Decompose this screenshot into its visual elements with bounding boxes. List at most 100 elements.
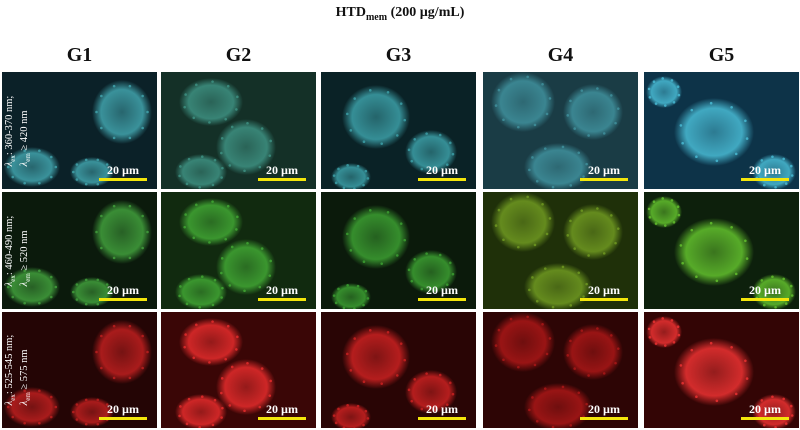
fluorescent-punctum [49, 275, 53, 279]
cell-fluorescence-image [4, 320, 152, 427]
cell [216, 239, 276, 295]
fluorescent-punctum [771, 395, 774, 399]
fluorescent-punctum [221, 406, 224, 410]
fluorescent-punctum [654, 222, 658, 225]
cell-fluorescence-image [4, 200, 152, 307]
fluorescent-punctum [602, 132, 606, 135]
fluorescent-punctum [577, 271, 581, 275]
cell [405, 370, 457, 414]
fluorescent-punctum [596, 207, 599, 210]
fluorescent-punctum [75, 283, 79, 286]
fluorescent-punctum [403, 238, 407, 242]
fluorescent-punctum [364, 409, 368, 413]
scale-bar-label: 20 µm [107, 163, 139, 177]
fluorescent-punctum [349, 249, 353, 252]
fluorescent-punctum [670, 79, 674, 82]
fluorescent-punctum [395, 374, 399, 377]
cell [175, 154, 227, 189]
fluorescent-punctum [179, 405, 182, 408]
fluorescent-punctum [337, 407, 340, 411]
fluorescent-punctum [395, 254, 399, 257]
fluorescent-punctum [75, 178, 79, 181]
fluorescent-punctum [445, 283, 449, 286]
fluorescent-punctum [407, 388, 411, 392]
scale-bar-line [99, 298, 147, 301]
fluorescent-punctum [647, 207, 651, 211]
scale-bar-line [99, 417, 147, 420]
scale-bar-label: 20 µm [426, 283, 458, 297]
cell-fluorescence-image [491, 72, 623, 189]
micrograph-red-g5: 20 µm [644, 312, 799, 428]
cell-fluorescence-image [175, 318, 276, 428]
fluorescent-punctum [548, 337, 552, 340]
fluorescent-punctum [582, 295, 585, 298]
fluorescent-punctum [23, 269, 26, 273]
fluorescent-punctum [220, 257, 224, 260]
fluorescent-punctum [763, 303, 766, 307]
fluorescent-punctum [72, 170, 75, 174]
fluorescent-punctum [744, 359, 747, 363]
fluorescent-punctum [268, 274, 272, 277]
scale-bar-line [741, 178, 789, 181]
fluorescent-punctum [790, 414, 794, 417]
fluorescent-punctum [434, 409, 437, 412]
fluorescent-punctum [425, 252, 428, 255]
cell-fluorescence-image [491, 192, 623, 309]
fluorescent-punctum [744, 239, 747, 243]
fluorescent-punctum [100, 214, 103, 218]
fluorescent-punctum [681, 381, 684, 385]
fluorescent-punctum [11, 155, 15, 159]
scale-bar: 20 µm [580, 164, 628, 181]
cell [563, 204, 623, 260]
excitation-wavelength-label: λex: 525-545 nm; [4, 334, 18, 406]
fluorescent-punctum [587, 374, 590, 377]
fluorescent-punctum [670, 319, 674, 322]
fluorescent-punctum [128, 204, 132, 208]
fluorescent-punctum [533, 243, 537, 247]
fluorescent-punctum [146, 350, 149, 354]
fluorescent-punctum [366, 177, 370, 180]
scale-bar-label: 20 µm [107, 402, 139, 416]
fluorescent-punctum [332, 294, 336, 297]
fluorescent-punctum [38, 301, 41, 305]
fluorescent-punctum [213, 278, 217, 282]
scale-bar-label: 20 µm [266, 283, 298, 297]
fluorescent-punctum [407, 148, 411, 152]
fluorescent-punctum [509, 317, 513, 321]
fluorescent-punctum [566, 354, 570, 357]
fluorescent-punctum [187, 277, 191, 281]
fluorescent-punctum [100, 334, 103, 338]
fluorescent-punctum [260, 127, 264, 130]
fluorescent-punctum [502, 118, 505, 122]
fluorescent-punctum [545, 352, 549, 356]
fluorescent-punctum [654, 102, 658, 105]
fluorescent-punctum [109, 410, 112, 414]
fluorescent-punctum [356, 284, 360, 288]
fluorescent-punctum [75, 403, 79, 406]
fluorescent-punctum [208, 361, 211, 364]
cell [524, 383, 592, 428]
fluorescent-punctum [38, 389, 41, 393]
fluorescent-punctum [502, 238, 505, 242]
cell [216, 119, 276, 175]
fluorescent-punctum [548, 97, 552, 100]
fluorescent-punctum [349, 369, 353, 372]
fluorescent-punctum [178, 294, 181, 298]
fluorescent-punctum [208, 241, 211, 244]
micrograph-blue-g2: 20 µm [161, 72, 316, 189]
fluorescent-punctum [200, 395, 204, 399]
fluorescent-punctum [183, 345, 186, 349]
fluorescent-punctum [551, 425, 555, 428]
fluorescent-punctum [661, 197, 665, 200]
fluorescent-punctum [198, 305, 202, 309]
cell [646, 196, 682, 228]
cell [92, 320, 152, 384]
fluorescent-punctum [96, 302, 100, 306]
fluorescent-punctum [269, 139, 272, 143]
fluorescent-punctum [235, 348, 238, 351]
fluorescent-punctum [566, 234, 570, 237]
fluorescent-punctum [715, 279, 719, 283]
fluorescent-punctum [652, 320, 656, 324]
fluorescent-punctum [541, 82, 544, 86]
fluorescent-punctum [763, 183, 766, 187]
